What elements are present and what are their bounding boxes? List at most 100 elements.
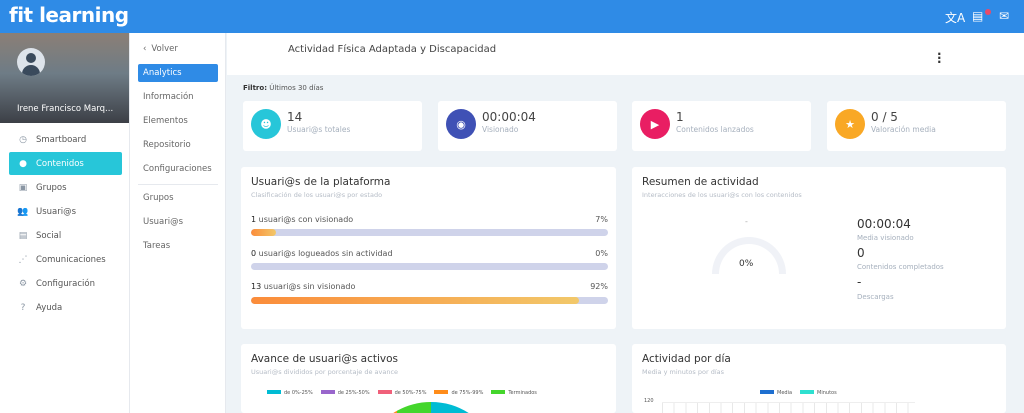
legend-item[interactable]: de 0%-25% (267, 390, 313, 396)
sidebar-item-smartboard[interactable]: ◷ Smartboard (9, 128, 122, 151)
legend-item[interactable]: Terminados (491, 390, 537, 396)
legend-swatch (434, 390, 449, 394)
profile-name: Irene Francisco Marq... (17, 104, 114, 114)
platform-users-card: Usuari@s de la plataforma Clasificación … (241, 167, 616, 329)
row-percent: 0% (595, 249, 608, 258)
logo[interactable]: fit learning (9, 3, 129, 27)
sidebar-item-contenidos[interactable]: ● Contenidos (9, 152, 122, 175)
user-progress-card: Avance de usuari@s activos Usuari@s divi… (241, 344, 616, 413)
legend-label: de 50%-75% (394, 390, 427, 396)
legend-item[interactable]: Minutos (800, 390, 837, 396)
sidebar-item-label: Smartboard (36, 134, 87, 145)
pie-slice-0-25 (431, 402, 469, 413)
sidebar-item-grupos[interactable]: ▣ Grupos (9, 176, 122, 199)
card-title: Avance de usuari@s activos (251, 353, 399, 365)
avatar[interactable] (17, 48, 45, 76)
stat-value: 00:00:04 (482, 110, 536, 124)
card-title: Actividad por día (642, 353, 731, 365)
sidebar-item-label: Comunicaciones (36, 254, 106, 265)
legend-item[interactable]: de 50%-75% (377, 390, 427, 396)
legend-item[interactable]: de 75%-99% (434, 390, 483, 396)
row-percent: 92% (590, 282, 608, 291)
metric-label: Descargas (857, 293, 894, 301)
metric-value: 00:00:04 (857, 217, 911, 231)
stat-value: 14 (287, 110, 303, 124)
legend-label: de 0%-25% (284, 390, 313, 396)
legend-item[interactable]: Media (760, 390, 792, 396)
users-icon: 👥 (17, 206, 29, 217)
eye-icon: ◉ (446, 109, 476, 139)
group-card-icon: ▣ (18, 182, 28, 193)
sidebar-item-label: Social (36, 230, 62, 241)
chart-grid (662, 402, 915, 413)
translate-icon[interactable]: 文A (945, 11, 966, 25)
pie-legend: de 0%-25% de 25%-50% de 50%-75% de 75%-99% T… (267, 390, 545, 396)
progress-bar (251, 263, 608, 270)
pie-slice-terminados (397, 402, 431, 413)
submenu-item-analytics[interactable]: Analytics (138, 64, 218, 82)
sidebar-item-label: Configuración (36, 278, 95, 289)
stat-label: Contenidos lanzados (676, 125, 754, 134)
sidebar-item-label: Ayuda (36, 302, 63, 313)
signal-icon: ⋰ (18, 254, 28, 265)
chat-icon[interactable]: ▤ (972, 9, 984, 23)
back-label: Volver (151, 44, 178, 54)
submenu-item-usuarios[interactable]: Usuari@s (143, 217, 184, 227)
sidebar-item-ayuda[interactable]: ? Ayuda (9, 296, 122, 319)
chevron-left-icon: ‹ (143, 44, 147, 54)
metric-label: Contenidos completados (857, 263, 944, 271)
app-header: fit learning 文A ▤ ✉ (0, 0, 1024, 33)
chart-legend: Media Minutos (760, 390, 845, 396)
sidebar-item-configuracion[interactable]: ⚙ Configuración (9, 272, 122, 295)
row-count: 1 (251, 215, 257, 224)
gauge-top-label: - (745, 217, 748, 226)
submenu-item-grupos[interactable]: Grupos (143, 193, 174, 203)
metric-label: Media visionado (857, 234, 914, 242)
sidebar-item-comunicaciones[interactable]: ⋰ Comunicaciones (9, 248, 122, 271)
more-options-icon[interactable]: · · · (937, 47, 942, 69)
filter-key: Filtro: (243, 84, 267, 92)
filter-value: Últimos 30 días (269, 84, 324, 92)
legend-swatch (800, 390, 815, 394)
card-subtitle: Media y minutos por días (642, 368, 724, 376)
row-label: usuari@s logueados sin actividad (258, 249, 393, 258)
card-subtitle: Interacciones de los usuari@s con los co… (642, 191, 802, 199)
stat-card-users: ☻ 14 Usuari@s totales (243, 101, 422, 151)
legend-label: Terminados (508, 390, 537, 396)
back-link[interactable]: ‹ Volver (138, 40, 218, 58)
metric-value: - (857, 275, 862, 289)
legend-item[interactable]: de 25%-50% (320, 390, 370, 396)
row-count: 0 (251, 249, 257, 258)
legend-swatch (267, 390, 281, 394)
row-count: 13 (251, 282, 262, 291)
stat-card-views: ◉ 00:00:04 Visionado (438, 101, 617, 151)
submenu-item-tareas[interactable]: Tareas (143, 241, 171, 251)
gauge-value: 0% (739, 259, 754, 269)
submenu-item-repositorio[interactable]: Repositorio (143, 140, 191, 150)
star-icon: ★ (835, 109, 865, 139)
progress-bar (251, 297, 608, 304)
timer-icon: ◷ (19, 134, 27, 145)
sidebar-item-label: Grupos (36, 182, 67, 193)
legend-label: Minutos (817, 390, 837, 396)
mail-icon[interactable]: ✉ (999, 9, 1010, 23)
profile-banner: Irene Francisco Marq... (0, 33, 129, 123)
sidebar-item-social[interactable]: ▤ Social (9, 224, 122, 247)
row-label: usuari@s con visionado (258, 215, 354, 224)
stat-label: Usuari@s totales (287, 125, 351, 134)
help-icon: ? (20, 302, 26, 313)
legend-label: Media (777, 390, 793, 396)
sidebar: Irene Francisco Marq... ◷ Smartboard ● Con… (0, 33, 130, 413)
status-row: 1 usuari@s con visionado 7% (251, 215, 608, 224)
submenu-item-elementos[interactable]: Elementos (143, 116, 188, 126)
status-row: 0 usuari@s logueados sin actividad 0% (251, 249, 608, 258)
card-subtitle: Clasificación de los usuari@s por estado (251, 191, 383, 199)
filter-label: Filtro: Últimos 30 días (243, 84, 323, 92)
pie-slice-75-99 (393, 410, 397, 413)
card-subtitle: Usuari@s divididos por porcentaje de ava… (251, 368, 399, 376)
submenu-item-informacion[interactable]: Información (143, 92, 194, 102)
pie-chart (393, 402, 469, 413)
progress-fill (251, 229, 276, 236)
submenu-item-configuraciones[interactable]: Configuraciones (143, 164, 212, 174)
sidebar-item-usuarios[interactable]: 👥 Usuari@s (9, 200, 122, 223)
